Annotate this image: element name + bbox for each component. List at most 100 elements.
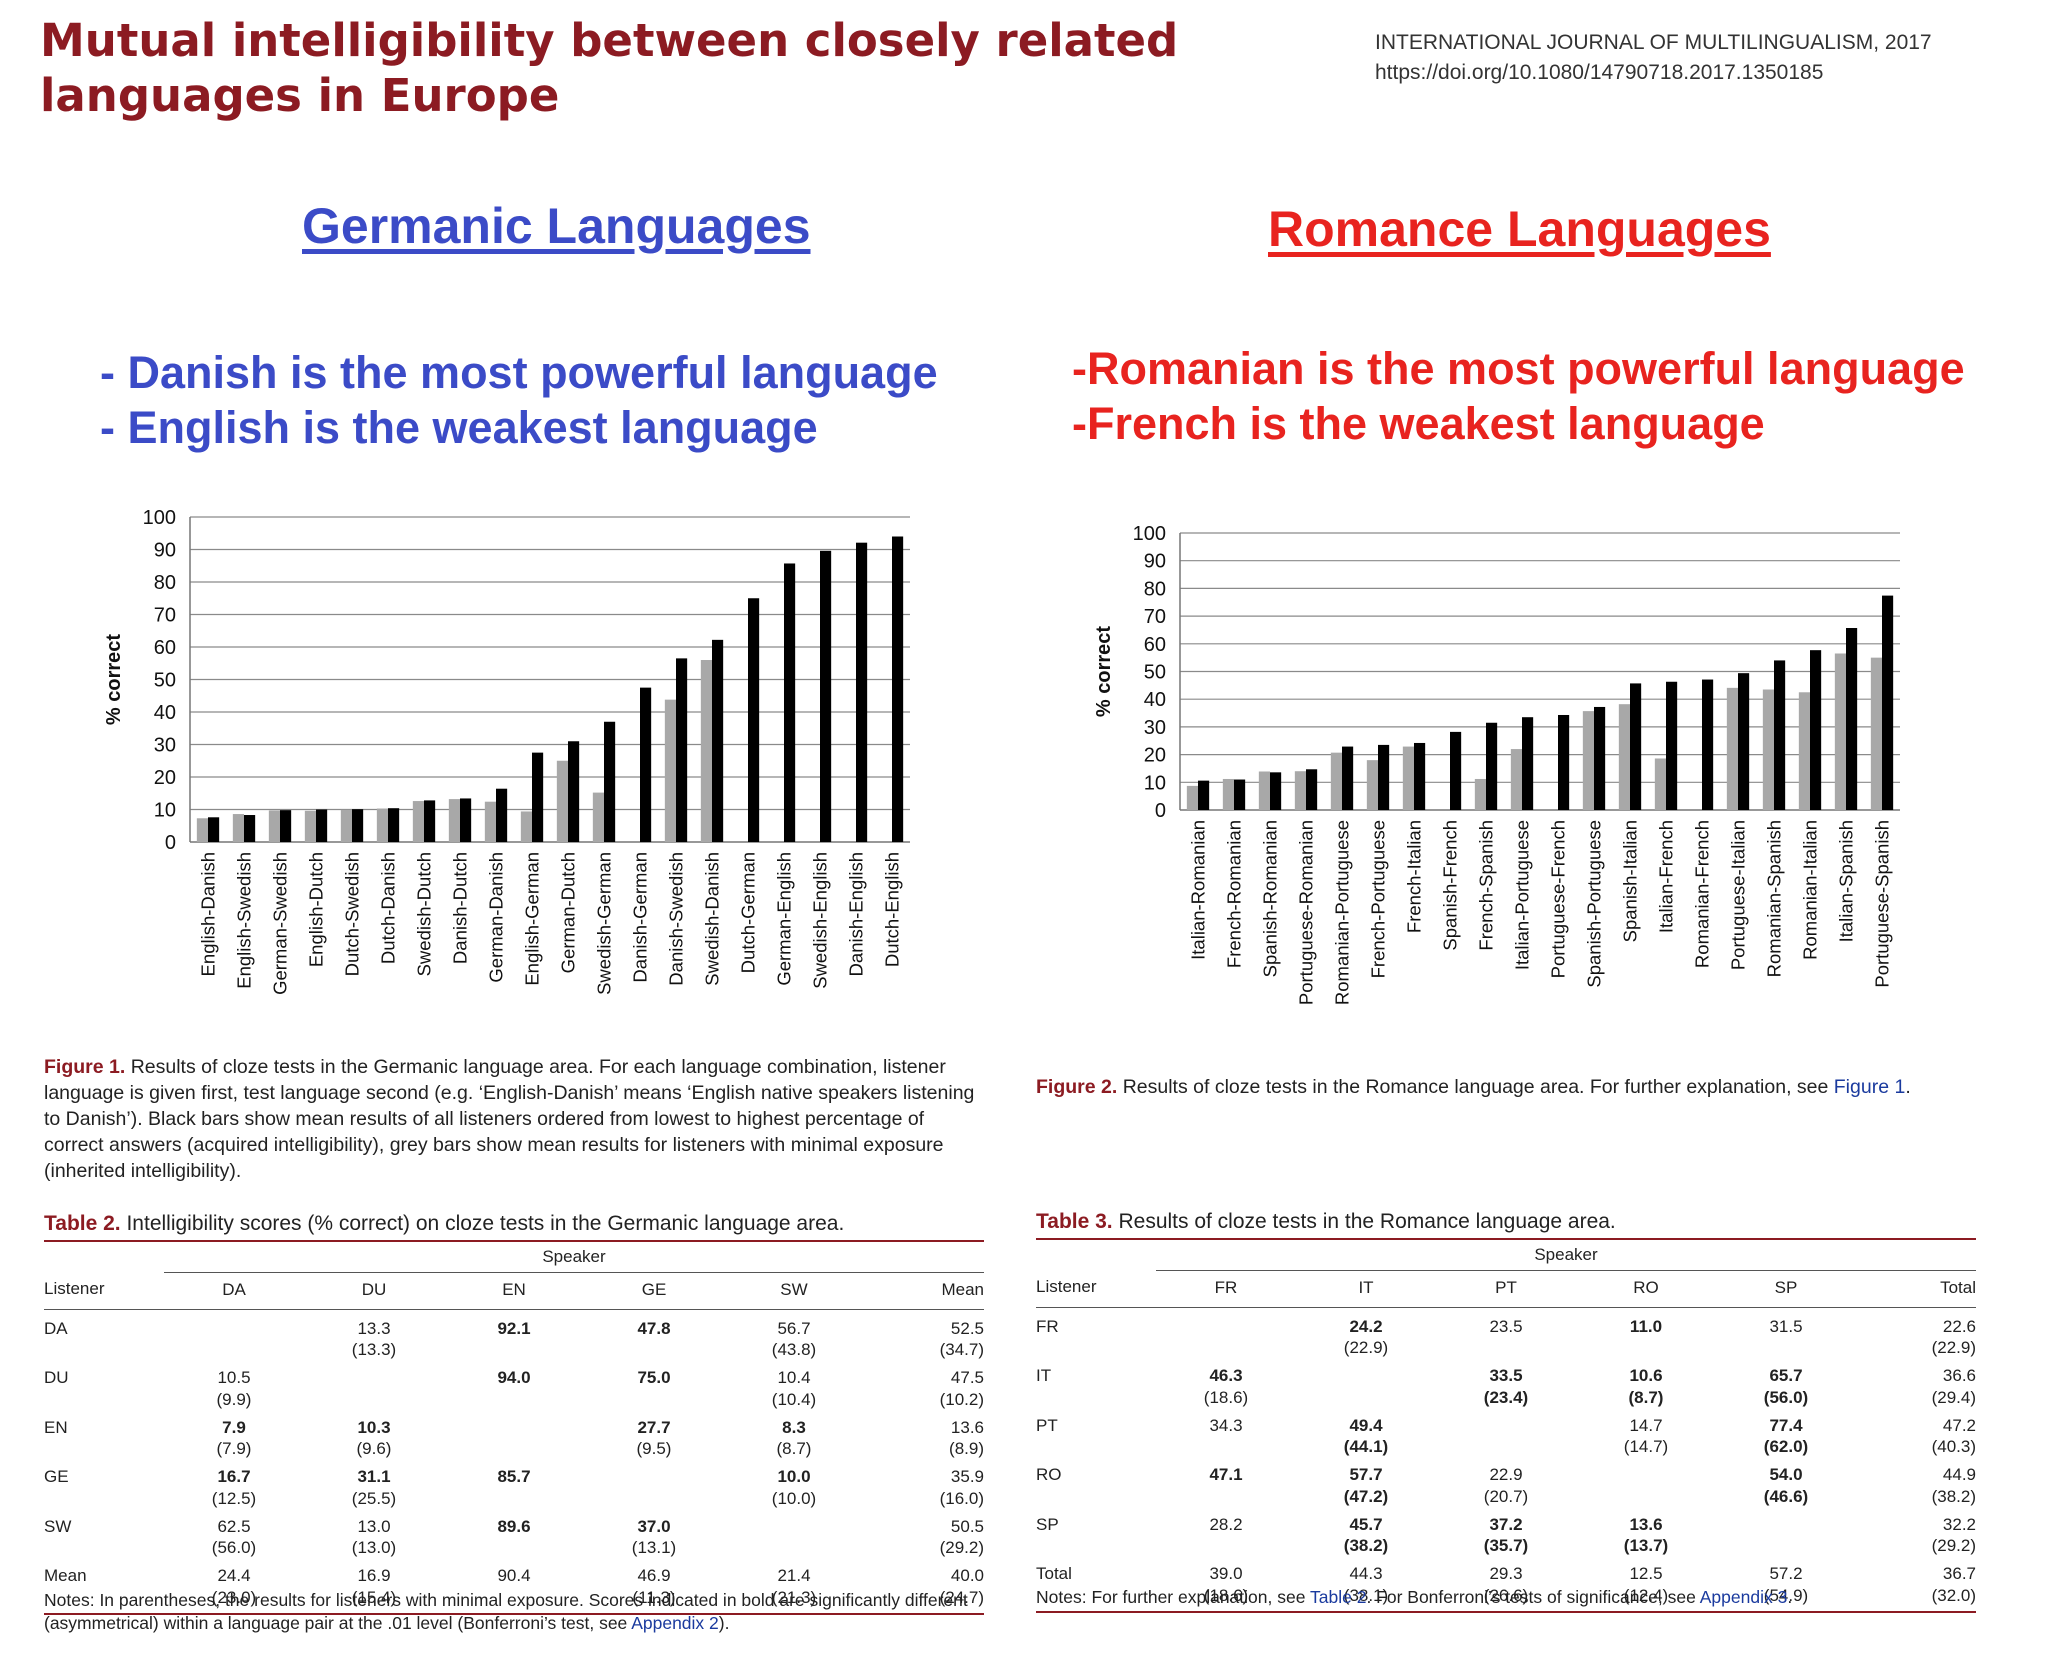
romance-category-label: Portuguese-French — [1547, 820, 1568, 978]
table2-link[interactable]: Table 2 — [1310, 1587, 1367, 1607]
cell-minimal-exposure-value: (16.0) — [939, 1488, 984, 1508]
table3-column-header: IT — [1296, 1270, 1436, 1308]
figure2-text: Results of cloze tests in the Romance la… — [1117, 1076, 1834, 1098]
cell-minimal-exposure-value: (56.0) — [1763, 1387, 1809, 1407]
cell-value: 39.0 — [1209, 1564, 1243, 1583]
romance-category-label: Romanian-Portuguese — [1331, 820, 1352, 1005]
cell-value: 16.7 — [217, 1467, 251, 1486]
cell-value: 32.2 — [1942, 1514, 1976, 1534]
germanic-category-label: Danish-Swedish — [665, 852, 686, 986]
cell-value: 37.0 — [637, 1516, 671, 1536]
table-row: DU10.5(9.9)​​94.0​75.0​10.4(10.4)47.5(10… — [44, 1363, 984, 1413]
table-cell: 52.5 (34.7) — [864, 1309, 984, 1363]
romance-ytick-label: 60 — [1144, 634, 1166, 656]
cell-value: 75.0 — [637, 1368, 671, 1387]
table3-column-header: Total — [1856, 1270, 1976, 1308]
figure2-end: . — [1905, 1076, 1911, 1098]
cell-minimal-exposure-value: (10.2) — [939, 1389, 984, 1409]
cell-minimal-exposure-value: (8.7) — [776, 1439, 812, 1459]
table2-row-label: Mean — [44, 1561, 164, 1615]
table-cell: 40.0 (24.7) — [864, 1561, 984, 1615]
cell-minimal-exposure-value: ​ — [1576, 1486, 1716, 1508]
romance-bar-all-listeners — [1630, 683, 1642, 810]
cell-minimal-exposure-value: (62.0) — [1763, 1437, 1809, 1457]
doi-link[interactable]: https://doi.org/10.1080/14790718.2017.13… — [1375, 61, 1824, 85]
table-cell: 31.5​ — [1716, 1307, 1856, 1361]
romance-claims: -Romanian is the most powerful language … — [1072, 342, 1965, 452]
table3-row-label: SP — [1036, 1514, 1059, 1534]
cell-value: ​ — [584, 1466, 724, 1488]
germanic-bar-all-listeners — [460, 798, 472, 842]
germanic-ytick-label: 60 — [154, 637, 176, 659]
table-cell: 35.9 (16.0) — [864, 1462, 984, 1512]
table-cell: 22.6 (22.9) — [1856, 1307, 1976, 1361]
cell-minimal-exposure-value: ​ — [444, 1389, 584, 1411]
germanic-category-label: Dutch-German — [737, 852, 758, 973]
romance-bar-all-listeners — [1378, 744, 1390, 810]
figure1-link[interactable]: Figure 1 — [1833, 1076, 1906, 1098]
cell-value: 13.6 — [950, 1417, 984, 1437]
table-cell: ​​ — [1716, 1510, 1856, 1560]
cell-value: 54.0 — [1769, 1465, 1803, 1484]
table-cell: 44.3 (38.1) — [1296, 1559, 1436, 1613]
cell-value: ​ — [1296, 1365, 1436, 1387]
cell-minimal-exposure-value: (12.4) — [1623, 1585, 1669, 1605]
romance-bar-minimal-exposure — [1726, 687, 1738, 810]
cell-minimal-exposure-value: ​ — [444, 1488, 584, 1510]
table3-notes: Notes: For further explanation, see Tabl… — [1036, 1586, 1976, 1609]
appendix3-link[interactable]: Appendix 3 — [1699, 1587, 1788, 1607]
germanic-bar-all-listeners — [892, 536, 904, 842]
romance-bar-all-listeners — [1306, 769, 1318, 810]
romance-bar-minimal-exposure — [1330, 752, 1342, 810]
romance-bar-all-listeners — [1450, 731, 1462, 810]
cell-minimal-exposure-value: (23.0) — [211, 1587, 257, 1607]
cell-value: 10.5 — [217, 1368, 251, 1387]
germanic-bar-minimal-exposure — [700, 660, 712, 842]
cell-minimal-exposure-value: (22.9) — [1931, 1338, 1976, 1358]
cell-minimal-exposure-value: (54.9) — [1763, 1585, 1809, 1605]
cell-minimal-exposure-value: ​ — [164, 1339, 304, 1361]
table-row: SW62.5(56.0)13.0(13.0)89.6​37.0(13.1)​​5… — [44, 1512, 984, 1562]
germanic-bar-all-listeners — [748, 598, 760, 842]
cell-minimal-exposure-value: ​ — [1156, 1337, 1296, 1359]
cell-minimal-exposure-value: (13.3) — [351, 1340, 397, 1360]
germanic-bar-minimal-exposure — [376, 808, 388, 842]
table-cell: 47.2 (40.3) — [1856, 1411, 1976, 1461]
cell-minimal-exposure-value: ​ — [1716, 1337, 1856, 1359]
romance-ytick-label: 80 — [1144, 578, 1166, 600]
romance-bar-minimal-exposure — [1258, 771, 1270, 810]
germanic-bar-all-listeners — [712, 639, 724, 842]
germanic-claims: - Danish is the most powerful language -… — [100, 346, 938, 456]
figure2-label: Figure 2. — [1036, 1076, 1118, 1098]
table3: SpeakerListenerFRITPTROSPTotalFR​​24.2(2… — [1036, 1237, 1976, 1613]
cell-minimal-exposure-value: (38.2) — [1931, 1486, 1976, 1506]
table-cell: 28.2​ — [1156, 1510, 1296, 1560]
cell-value: 45.7 — [1349, 1514, 1383, 1534]
romance-category-label: Romanian-Italian — [1799, 820, 1820, 960]
table-cell: 75.0 ​ — [584, 1363, 724, 1413]
table-row: GE 16.7 (12.5) 31.1 (25.5) 85.7 ​​​ 10.0 (10.0) 3… — [44, 1462, 984, 1512]
table-cell: 49.4 (44.1) — [1296, 1411, 1436, 1461]
table-cell: 37.2 (35.7) — [1436, 1510, 1576, 1560]
cell-minimal-exposure-value: (21.3) — [771, 1587, 817, 1607]
cell-minimal-exposure-value: (20.7) — [1483, 1486, 1529, 1506]
germanic-bar-all-listeners — [532, 752, 544, 842]
romance-bar-all-listeners — [1522, 717, 1534, 810]
germanic-ytick-label: 50 — [154, 670, 176, 692]
cell-value: 29.3 — [1489, 1564, 1523, 1583]
cell-value: 14.7 — [1629, 1415, 1663, 1435]
cell-minimal-exposure-value: (38.2) — [1343, 1536, 1389, 1556]
romance-category-label: French-Romanian — [1223, 820, 1244, 968]
table-cell: 11.0​ — [1576, 1307, 1716, 1361]
table-row: IT 46.3 (18.6) ​​ 33.5 (23.4) 10.6 (8.7) 65.7 (56… — [1036, 1361, 1976, 1411]
germanic-bar-minimal-exposure — [484, 801, 496, 842]
romance-bar-minimal-exposure — [1654, 758, 1666, 810]
cell-minimal-exposure-value: (9.6) — [356, 1439, 392, 1459]
romance-ytick-label: 30 — [1144, 717, 1166, 739]
romance-bar-all-listeners — [1846, 628, 1858, 810]
journal-citation: INTERNATIONAL JOURNAL OF MULTILINGUALISM… — [1375, 28, 1932, 89]
appendix2-link[interactable]: Appendix 2 — [631, 1613, 719, 1634]
table-cell: ​​ — [444, 1413, 584, 1463]
cell-minimal-exposure-value: (35.7) — [1483, 1536, 1529, 1556]
romance-bar-all-listeners — [1198, 780, 1210, 810]
